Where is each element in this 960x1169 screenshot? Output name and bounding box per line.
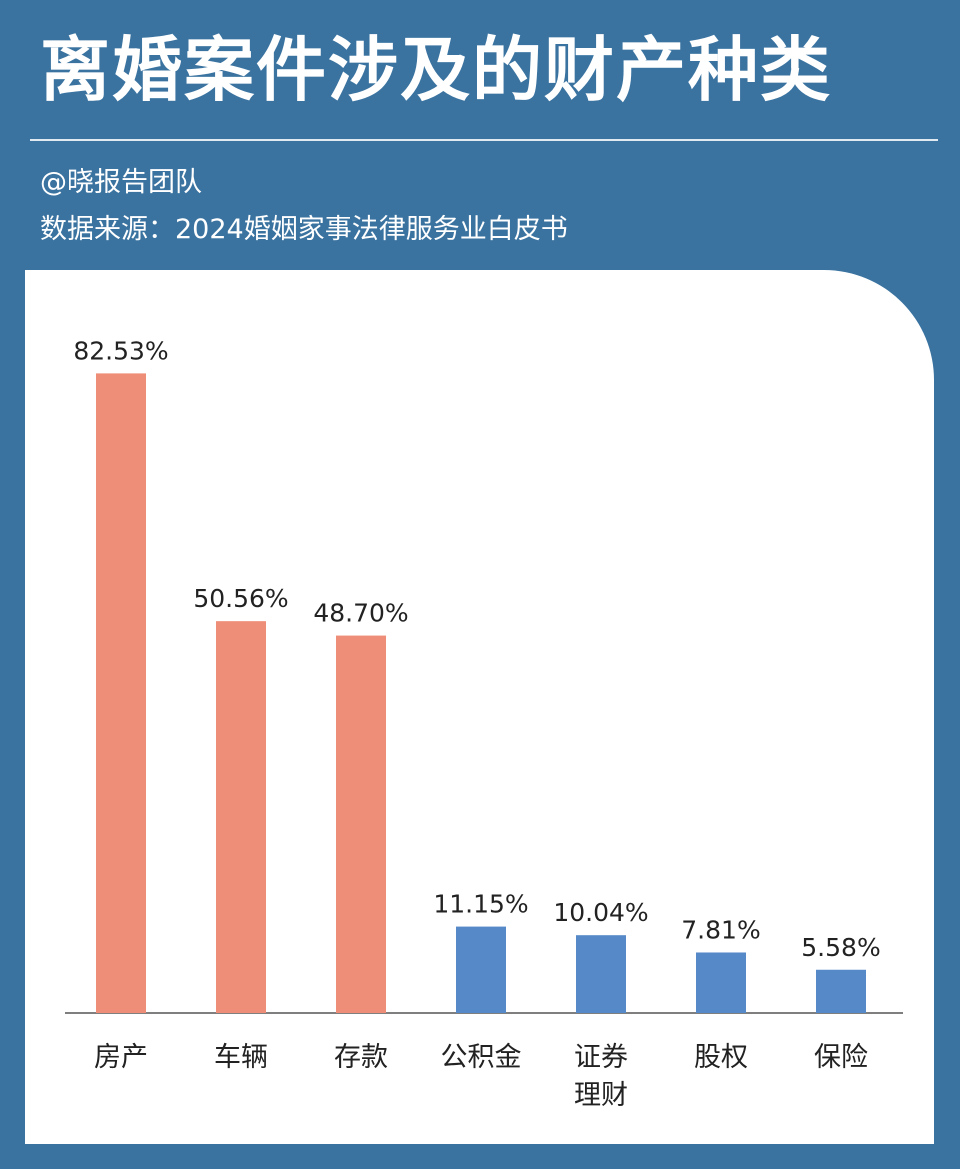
bar-4 [456,926,506,1013]
category-label: 车辆 [214,1042,268,1073]
bar-1 [96,373,146,1013]
bar-5 [576,935,626,1013]
bar-6 [696,952,746,1013]
value-label: 10.04% [553,898,648,927]
bar-2 [216,621,266,1013]
bar-chart: 82.53% 房产 50.56% 车辆 48.70% 存款 11.15% 公积金 10.04% 证… [65,336,903,1111]
value-label: 7.81% [681,915,760,944]
data-source: 数据来源：2024婚姻家事法律服务业白皮书 [40,214,568,245]
category-label: 公积金 [441,1042,522,1073]
value-label: 82.53% [73,336,168,365]
bar-7 [816,969,866,1013]
category-label: 房产 [94,1042,148,1073]
author-credit: @晓报告团队 [40,167,202,198]
bar-3 [336,635,386,1013]
value-label: 5.58% [801,933,880,962]
page-title: 离婚案件涉及的财产种类 [40,29,832,111]
category-label: 股权 [694,1042,748,1073]
value-label: 50.56% [193,584,288,613]
title-divider [30,139,938,141]
category-label: 证券 [574,1042,628,1073]
category-label: 理财 [574,1080,628,1111]
value-label: 48.70% [313,599,408,628]
value-label: 11.15% [433,890,528,919]
chart-card: 82.53% 房产 50.56% 车辆 48.70% 存款 11.15% 公积金 10.04% 证… [25,270,934,1144]
category-label: 保险 [814,1042,868,1073]
category-label: 存款 [334,1042,388,1073]
